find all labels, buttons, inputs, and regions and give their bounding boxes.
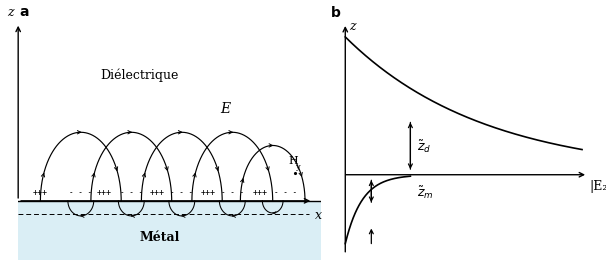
Text: - - -: - - - [275,188,298,197]
Text: +++: +++ [201,188,216,197]
Text: H: H [289,156,299,166]
Text: $\tilde{z}_m$: $\tilde{z}_m$ [418,185,434,201]
Text: Métal: Métal [139,231,180,244]
Text: a: a [19,5,28,19]
Text: z: z [349,20,356,33]
Text: b: b [331,7,341,20]
Text: - - -: - - - [221,188,244,197]
Text: +++: +++ [253,188,268,197]
Text: z: z [7,6,13,19]
Bar [18,201,321,260]
Text: +++: +++ [96,188,112,197]
Text: |E₂|: |E₂| [589,180,606,193]
Text: - - -: - - - [120,188,143,197]
Text: +++: +++ [150,188,165,197]
Text: - - -: - - - [170,188,193,197]
Text: - - -: - - - [69,188,92,197]
Text: +++: +++ [33,188,48,197]
Text: y: y [295,163,300,170]
Text: E: E [220,102,230,115]
Text: $\tilde{z}_d$: $\tilde{z}_d$ [418,139,432,156]
Text: Diélectrique: Diélectrique [100,69,179,82]
Text: x: x [315,209,322,222]
